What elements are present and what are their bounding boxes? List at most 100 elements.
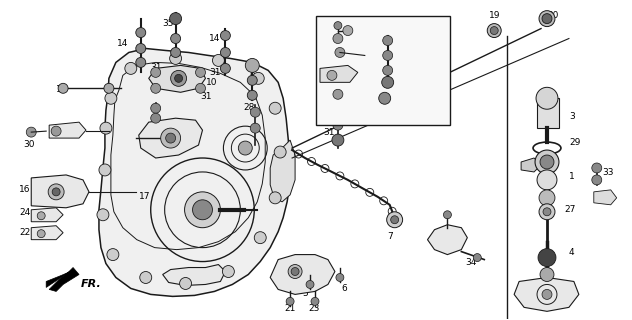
Text: 25: 25 xyxy=(65,130,76,139)
Circle shape xyxy=(150,83,161,93)
Polygon shape xyxy=(270,140,295,202)
Circle shape xyxy=(105,92,117,104)
Circle shape xyxy=(150,113,161,123)
Polygon shape xyxy=(320,65,358,82)
Circle shape xyxy=(238,141,252,155)
Circle shape xyxy=(37,212,45,220)
Circle shape xyxy=(334,22,342,29)
Circle shape xyxy=(179,277,191,289)
Circle shape xyxy=(269,102,281,114)
Text: 17: 17 xyxy=(139,192,150,201)
Polygon shape xyxy=(46,269,73,287)
Text: 32: 32 xyxy=(295,268,307,276)
Circle shape xyxy=(171,47,181,58)
Circle shape xyxy=(540,268,554,282)
Text: 30: 30 xyxy=(23,140,35,149)
Circle shape xyxy=(540,155,554,169)
Circle shape xyxy=(52,188,60,196)
Circle shape xyxy=(169,13,181,25)
Circle shape xyxy=(104,83,114,93)
Circle shape xyxy=(195,68,205,77)
Text: 35: 35 xyxy=(162,19,174,28)
Polygon shape xyxy=(139,118,202,158)
Circle shape xyxy=(48,184,64,200)
Polygon shape xyxy=(270,255,335,294)
Text: 8: 8 xyxy=(437,228,443,237)
Polygon shape xyxy=(31,208,63,222)
Text: 26: 26 xyxy=(526,163,537,172)
Circle shape xyxy=(252,72,264,84)
Circle shape xyxy=(383,51,392,60)
Text: 31: 31 xyxy=(200,92,212,101)
Polygon shape xyxy=(162,265,226,285)
Text: 1: 1 xyxy=(569,172,574,181)
Circle shape xyxy=(169,52,181,64)
Circle shape xyxy=(166,133,176,143)
Circle shape xyxy=(58,83,68,93)
Bar xyxy=(537,98,559,128)
Text: 31: 31 xyxy=(150,63,162,72)
Circle shape xyxy=(221,31,231,41)
Circle shape xyxy=(444,211,451,219)
Circle shape xyxy=(542,289,552,300)
Polygon shape xyxy=(49,268,79,292)
Text: 15: 15 xyxy=(392,52,403,61)
Text: FR.: FR. xyxy=(81,279,102,290)
Circle shape xyxy=(306,280,314,288)
Text: 27: 27 xyxy=(564,205,575,214)
Circle shape xyxy=(538,249,556,267)
Circle shape xyxy=(487,24,501,37)
Polygon shape xyxy=(31,175,89,208)
Text: 19: 19 xyxy=(489,11,501,20)
Circle shape xyxy=(97,209,109,221)
Circle shape xyxy=(250,107,260,117)
Text: 31: 31 xyxy=(380,98,391,107)
Circle shape xyxy=(473,253,482,261)
Circle shape xyxy=(333,120,343,130)
Circle shape xyxy=(125,62,137,74)
Circle shape xyxy=(150,68,161,77)
Text: 3: 3 xyxy=(569,112,574,121)
Text: 28: 28 xyxy=(243,103,255,112)
Polygon shape xyxy=(149,65,205,92)
Polygon shape xyxy=(31,226,63,240)
Text: 11: 11 xyxy=(316,72,327,81)
Circle shape xyxy=(150,103,161,113)
Circle shape xyxy=(332,134,344,146)
Circle shape xyxy=(212,54,224,67)
Polygon shape xyxy=(427,225,467,255)
Text: 31: 31 xyxy=(323,128,334,137)
Text: 4: 4 xyxy=(569,248,574,257)
Polygon shape xyxy=(514,277,579,311)
Circle shape xyxy=(336,274,344,282)
Circle shape xyxy=(195,83,205,93)
Text: 14: 14 xyxy=(209,34,220,43)
Circle shape xyxy=(387,212,403,228)
Text: 34: 34 xyxy=(465,258,477,267)
Text: 2: 2 xyxy=(599,193,604,202)
Circle shape xyxy=(539,204,555,220)
Circle shape xyxy=(333,89,343,99)
Circle shape xyxy=(100,122,112,134)
Polygon shape xyxy=(521,158,541,172)
Circle shape xyxy=(335,47,345,58)
Circle shape xyxy=(542,14,552,24)
Circle shape xyxy=(327,70,337,80)
Circle shape xyxy=(343,26,353,36)
Circle shape xyxy=(27,127,36,137)
Circle shape xyxy=(543,208,551,216)
Circle shape xyxy=(222,266,234,277)
Text: 5: 5 xyxy=(302,289,308,299)
Circle shape xyxy=(161,128,181,148)
Text: 24: 24 xyxy=(20,208,30,217)
Text: 16: 16 xyxy=(20,185,31,194)
Text: 31: 31 xyxy=(318,92,329,101)
Circle shape xyxy=(490,27,498,35)
Circle shape xyxy=(379,92,391,104)
Polygon shape xyxy=(594,190,617,205)
Circle shape xyxy=(221,63,231,73)
Polygon shape xyxy=(49,122,86,138)
Circle shape xyxy=(171,70,186,86)
Text: 6: 6 xyxy=(341,284,346,293)
Text: 23: 23 xyxy=(308,304,319,313)
